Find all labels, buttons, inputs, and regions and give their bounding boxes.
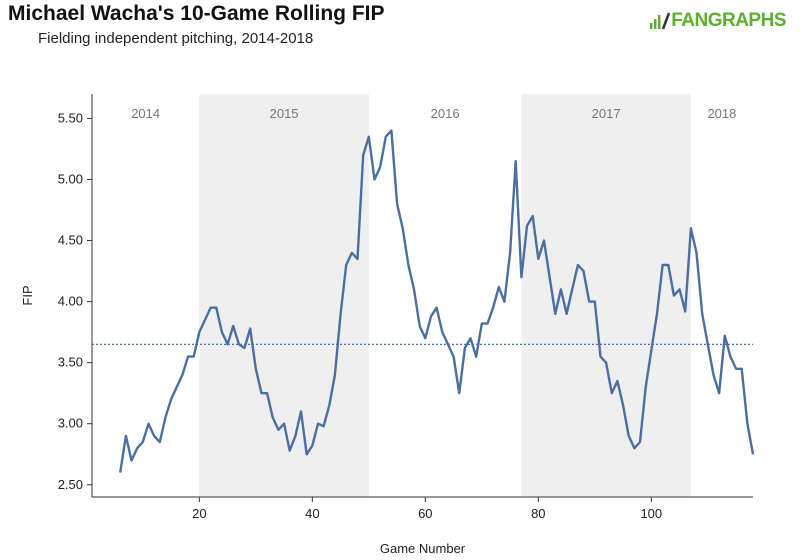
series-group [119, 129, 755, 473]
y-tick-label: 3.50 [58, 355, 83, 370]
x-tick-label: 80 [531, 506, 545, 521]
season-labels: 2014 2015 2016 2017 2018 [131, 106, 736, 121]
y-axis-label: FIP [20, 285, 35, 305]
season-label-2015: 2015 [270, 106, 299, 121]
fangraphs-wordmark: FANGRAPHS [671, 10, 786, 31]
y-tick-label: 4.00 [58, 294, 83, 309]
axes: 2.50 3.00 3.50 4.00 4.50 5.00 5.50 20 40 60 80 100 [58, 94, 753, 521]
x-tick-label: 60 [418, 506, 432, 521]
chart-subtitle: Fielding independent pitching, 2014-2018 [38, 30, 314, 47]
season-band-2017 [521, 94, 691, 497]
x-tick-label: 20 [192, 506, 206, 521]
season-label-2014: 2014 [131, 106, 160, 121]
y-tick-label: 4.50 [58, 233, 83, 248]
fangraphs-logo-icon [650, 12, 671, 30]
fip-series-line [119, 129, 755, 473]
x-tick-label: 100 [640, 506, 662, 521]
fangraphs-logo: FANGRAPHS [649, 10, 786, 32]
season-label-2017: 2017 [592, 106, 621, 121]
season-label-2018: 2018 [707, 106, 736, 121]
x-tick-label: 40 [305, 506, 319, 521]
x-axis-label: Game Number [380, 541, 466, 556]
season-band-2015 [199, 94, 369, 497]
y-tick-label: 5.00 [58, 171, 83, 186]
season-label-2016: 2016 [431, 106, 460, 121]
chart-title: Michael Wacha's 10-Game Rolling FIP [8, 2, 385, 25]
y-tick-label: 2.50 [58, 477, 83, 492]
season-bands [199, 94, 691, 497]
y-tick-label: 3.00 [58, 416, 83, 431]
y-tick-label: 5.50 [58, 110, 83, 125]
